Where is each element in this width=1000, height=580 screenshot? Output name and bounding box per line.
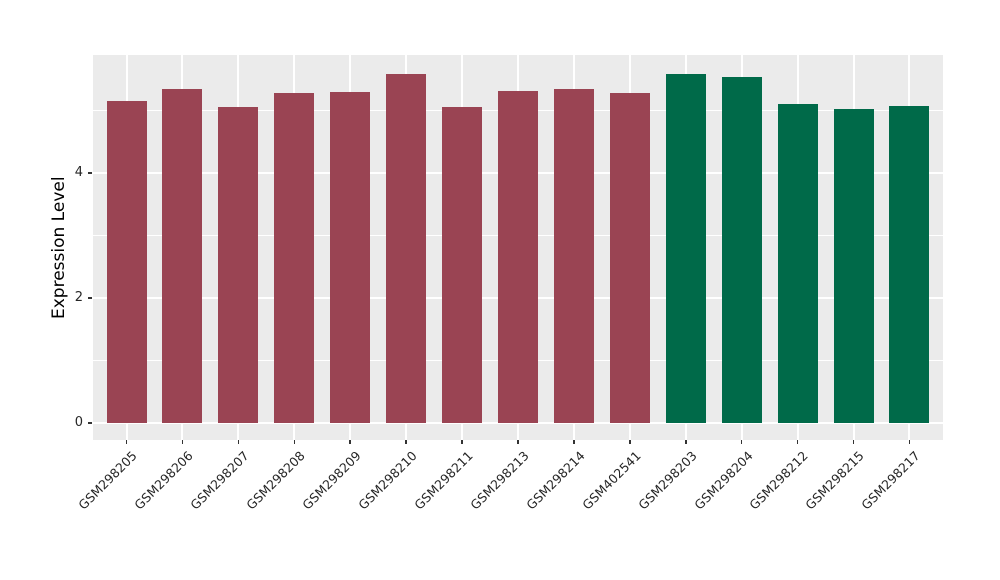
bar-GSM298204 [721, 76, 762, 424]
x-tick-label-GSM298210: GSM298210 [355, 448, 420, 513]
x-tick-mark [908, 440, 911, 444]
bar-GSM298210 [386, 73, 427, 424]
x-tick-mark [181, 440, 184, 444]
x-tick-label-GSM298215: GSM298215 [802, 448, 868, 513]
x-tick-mark [852, 440, 855, 444]
bar-GSM402541 [609, 93, 650, 424]
x-tick-label-GSM298211: GSM298211 [411, 448, 476, 513]
bar-GSM298212 [777, 104, 818, 424]
x-tick-mark [685, 440, 687, 444]
x-tick-mark [125, 440, 128, 444]
x-tick-label-GSM402541: GSM402541 [579, 448, 644, 513]
bar-GSM298205 [106, 101, 147, 424]
y-tick-mark [88, 297, 92, 299]
bar-GSM298213 [498, 90, 538, 424]
x-tick-label-GSM298205: GSM298205 [75, 448, 141, 513]
y-tick-mark [88, 172, 92, 174]
bar-GSM298208 [274, 93, 315, 424]
bar-GSM298209 [330, 91, 371, 424]
x-tick-mark [517, 440, 519, 444]
x-tick-label-GSM298203: GSM298203 [634, 448, 700, 513]
x-tick-label-GSM298214: GSM298214 [523, 448, 588, 513]
x-tick-mark [740, 440, 743, 444]
x-tick-mark [237, 440, 240, 444]
x-tick-mark [293, 440, 296, 444]
y-tick-label: 4 [74, 165, 83, 181]
x-tick-label-GSM298213: GSM298213 [467, 448, 532, 513]
y-tick-mark [88, 422, 92, 424]
x-tick-label-GSM298206: GSM298206 [131, 448, 197, 513]
x-tick-mark [461, 440, 463, 444]
x-tick-mark [796, 440, 799, 444]
bar-GSM298217 [889, 105, 930, 424]
plot-panel [93, 55, 943, 440]
x-tick-mark [405, 440, 407, 444]
bar-GSM298206 [162, 88, 203, 424]
x-tick-label-GSM298217: GSM298217 [858, 448, 924, 513]
bar-GSM298214 [553, 88, 594, 424]
x-tick-label-GSM298207: GSM298207 [187, 448, 253, 513]
bar-GSM298203 [665, 73, 706, 424]
y-tick-label: 0 [74, 415, 83, 431]
x-tick-mark [573, 440, 575, 444]
x-tick-label-GSM298204: GSM298204 [690, 448, 756, 513]
x-tick-label-GSM298209: GSM298209 [299, 448, 364, 513]
bar-GSM298207 [218, 106, 259, 424]
x-tick-mark [349, 440, 351, 444]
bar-GSM298215 [833, 109, 874, 424]
bar-GSM298211 [442, 106, 483, 424]
y-axis-title: Expression Level [49, 176, 69, 319]
y-tick-label: 2 [74, 290, 83, 306]
x-tick-mark [629, 440, 631, 444]
x-tick-label-GSM298208: GSM298208 [243, 448, 308, 513]
x-tick-label-GSM298212: GSM298212 [746, 448, 812, 513]
